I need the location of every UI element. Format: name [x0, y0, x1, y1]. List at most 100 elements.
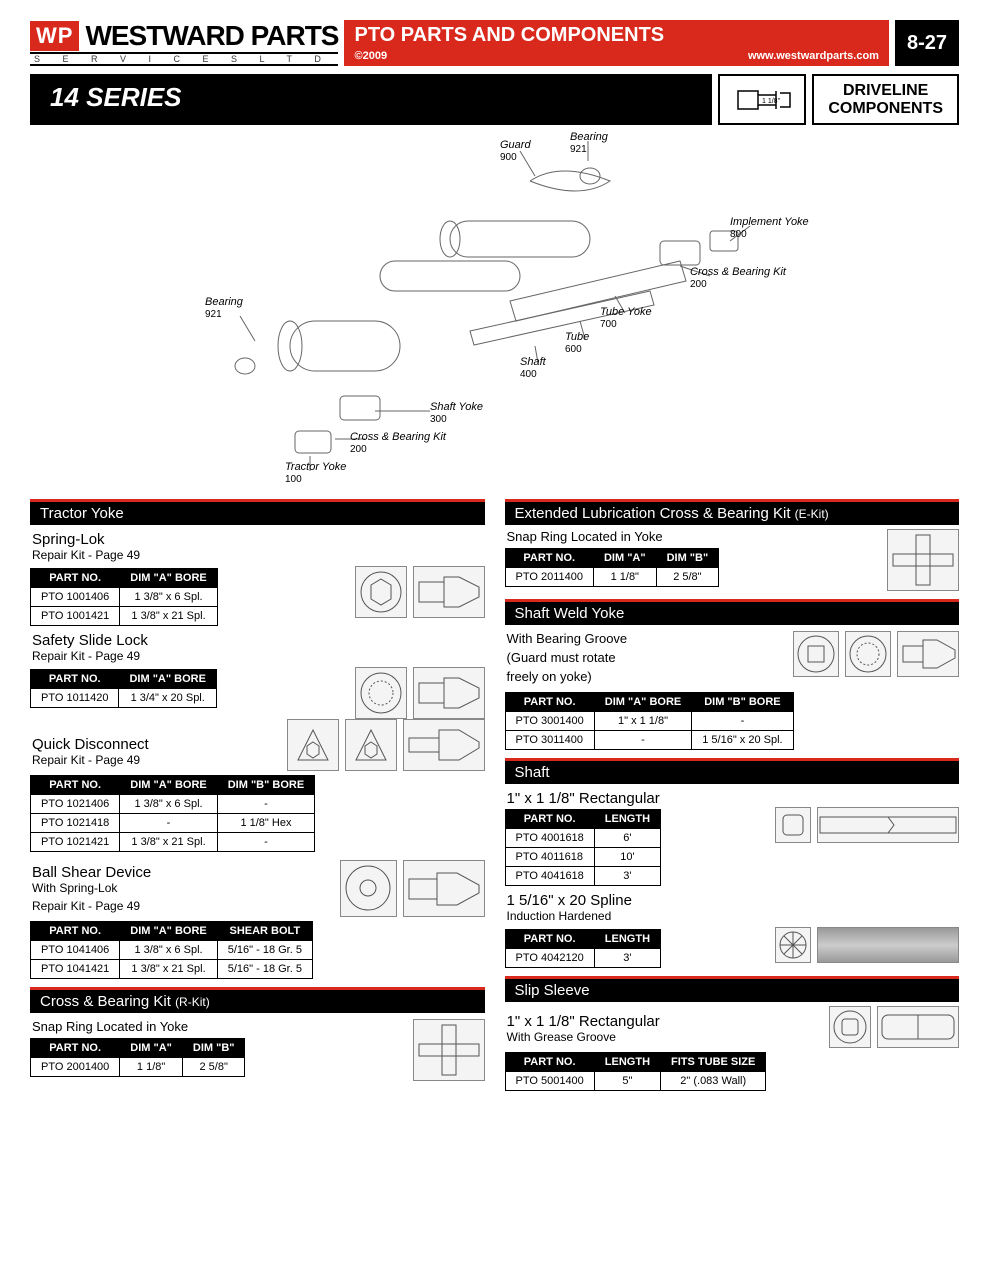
header-title: PTO PARTS AND COMPONENTS	[354, 24, 878, 47]
table-header: PART NO.	[505, 1053, 594, 1072]
shaft-weld-table: PART NO.DIM "A" BOREDIM "B" BOREPTO 3001…	[505, 692, 960, 750]
ball-shear-front-icon	[340, 860, 397, 917]
table-header: PART NO.	[505, 810, 594, 829]
ext-lub-icon	[887, 529, 959, 591]
cross-rkit-table: PART NO.DIM "A"DIM "B"PTO 20014001 1/8"2…	[30, 1038, 245, 1077]
cross-rkit-heading: Cross & Bearing Kit (R-Kit)	[30, 987, 485, 1013]
table-row: PTO 1021418-1 1/8" Hex	[31, 814, 315, 833]
header-title-block: PTO PARTS AND COMPONENTS ©2009 www.westw…	[344, 20, 888, 66]
safety-slide-front-icon	[355, 667, 407, 719]
slip-sleeve-end-icon	[829, 1006, 871, 1048]
cross-rkit-section: Cross & Bearing Kit (R-Kit) Snap Ring Lo…	[30, 987, 485, 1081]
table-row: PTO 10214211 3/8" x 21 Spl.-	[31, 833, 315, 852]
series-yoke-icon: 1 1/8"	[718, 74, 806, 125]
table-row: PTO 3011400-1 5/16" x 20 Spl.	[505, 731, 793, 750]
table-header: DIM "B" BORE	[692, 693, 793, 712]
table-header: PART NO.	[31, 670, 119, 689]
spring-lok-front-icon	[355, 566, 407, 618]
table-header: PART NO.	[31, 922, 120, 941]
quick-disc-b-icon	[345, 719, 397, 771]
table-row: PTO 10014211 3/8" x 21 Spl.	[31, 607, 218, 626]
diagram-label: Cross & Bearing Kit200	[690, 266, 786, 290]
tractor-yoke-section: Tractor Yoke Spring-Lok Repair Kit - Pag…	[30, 499, 485, 979]
shaft-spline-sub: Induction Hardened	[507, 909, 960, 923]
shaft-rect-title: 1" x 1 1/8" Rectangular	[507, 790, 960, 807]
spring-lok-title: Spring-Lok	[32, 531, 485, 548]
table-header: DIM "A"	[593, 549, 656, 568]
diagram-label: Cross & Bearing Kit200	[350, 431, 446, 455]
diagram-label: Tube Yoke700	[600, 306, 652, 330]
logo: WP WESTWARD PARTS S E R V I C E S L T D	[30, 20, 338, 66]
table-header: PART NO.	[31, 569, 120, 588]
diagram-label: Guard900	[500, 139, 531, 163]
table-header: DIM "A" BORE	[119, 670, 216, 689]
shaft-weld-side-icon	[897, 631, 959, 677]
table-row: PTO 401161810'	[505, 848, 661, 867]
table-header: DIM "B" BORE	[217, 776, 314, 795]
shaft-weld-sub3: freely on yoke)	[507, 669, 628, 684]
slip-sleeve-title: 1" x 1 1/8" Rectangular	[507, 1013, 660, 1030]
table-header: PART NO.	[31, 1039, 120, 1058]
spring-lok-sub: Repair Kit - Page 49	[32, 548, 485, 562]
shaft-spline-table: PART NO.LENGTHPTO 40421203'	[505, 927, 662, 968]
quick-disc-side-icon	[403, 719, 485, 771]
shaft-rect-end-icon	[775, 807, 811, 843]
table-row: PTO 20014001 1/8"2 5/8"	[31, 1058, 245, 1077]
ball-shear-table: PART NO.DIM "A" BORESHEAR BOLTPTO 104140…	[30, 921, 485, 979]
safety-slide-sub: Repair Kit - Page 49	[32, 649, 485, 663]
table-header: DIM "B"	[656, 549, 719, 568]
table-row: PTO 10014061 3/8" x 6 Spl.	[31, 588, 218, 607]
shaft-heading: Shaft	[505, 758, 960, 784]
diagram-label: Bearing921	[570, 131, 608, 155]
diagram-label: Implement Yoke800	[730, 216, 809, 240]
table-header: DIM "A" BORE	[594, 693, 691, 712]
table-row: PTO 10414211 3/8" x 21 Spl.5/16" - 18 Gr…	[31, 960, 313, 979]
shaft-rect-table: PART NO.LENGTHPTO 40016186'PTO 401161810…	[505, 807, 662, 886]
page-header: WP WESTWARD PARTS S E R V I C E S L T D …	[30, 20, 959, 66]
left-column: Tractor Yoke Spring-Lok Repair Kit - Pag…	[30, 491, 485, 1091]
quick-disc-a-icon	[287, 719, 339, 771]
logo-subtext: S E R V I C E S L T D	[30, 52, 338, 66]
shaft-spline-side-icon	[817, 927, 959, 963]
table-header: PART NO.	[505, 930, 594, 949]
tractor-yoke-heading: Tractor Yoke	[30, 499, 485, 525]
table-header: LENGTH	[594, 930, 660, 949]
table-header: PART NO.	[505, 693, 594, 712]
safety-slide-title: Safety Slide Lock	[32, 632, 485, 649]
diagram-label: Bearing921	[205, 296, 243, 320]
table-row: PTO 10414061 3/8" x 6 Spl.5/16" - 18 Gr.…	[31, 941, 313, 960]
diagram-label: Shaft400	[520, 356, 546, 380]
svg-text:1 1/8": 1 1/8"	[762, 98, 781, 105]
series-bar: 14 SERIES 1 1/8" DRIVELINE COMPONENTS	[30, 74, 959, 125]
series-title: 14 SERIES	[30, 74, 712, 125]
ball-shear-side-icon	[403, 860, 485, 917]
quick-disc-table: PART NO.DIM "A" BOREDIM "B" BOREPTO 1021…	[30, 775, 485, 852]
table-header: DIM "A" BORE	[120, 776, 217, 795]
shaft-weld-section: Shaft Weld Yoke With Bearing Groove (Gua…	[505, 599, 960, 750]
table-row: PTO 20114001 1/8"2 5/8"	[505, 568, 719, 587]
header-url: www.westwardparts.com	[748, 50, 879, 62]
shaft-spline-end-icon	[775, 927, 811, 963]
shaft-weld-sub2: (Guard must rotate	[507, 650, 628, 665]
diagram-label: Shaft Yoke300	[430, 401, 483, 425]
table-row: PTO 10114201 3/4" x 20 Spl.	[31, 689, 217, 708]
shaft-weld-heading: Shaft Weld Yoke	[505, 599, 960, 625]
ball-shear-sub1: With Spring-Lok	[32, 881, 151, 895]
slip-sleeve-sub: With Grease Groove	[507, 1030, 660, 1044]
table-header: FITS TUBE SIZE	[661, 1053, 766, 1072]
slip-sleeve-section: Slip Sleeve 1" x 1 1/8" Rectangular With…	[505, 976, 960, 1091]
header-copyright: ©2009	[354, 50, 387, 62]
quick-disc-title: Quick Disconnect	[32, 736, 149, 753]
table-header: DIM "B"	[182, 1039, 245, 1058]
series-category: DRIVELINE COMPONENTS	[812, 74, 959, 125]
shaft-weld-sub1: With Bearing Groove	[507, 631, 628, 646]
diagram-label: Tractor Yoke100	[285, 461, 346, 485]
shaft-section: Shaft 1" x 1 1/8" Rectangular PART NO.LE…	[505, 758, 960, 968]
ext-lub-table: PART NO.DIM "A"DIM "B"PTO 20114001 1/8"2…	[505, 548, 720, 587]
table-row: PTO 40421203'	[505, 949, 661, 968]
table-header: SHEAR BOLT	[217, 922, 312, 941]
table-row: PTO 30014001" x 1 1/8"-	[505, 712, 793, 731]
ext-lub-section: Extended Lubrication Cross & Bearing Kit…	[505, 499, 960, 591]
table-row: PTO 10214061 3/8" x 6 Spl.-	[31, 795, 315, 814]
diagram-label: Tube600	[565, 331, 589, 355]
